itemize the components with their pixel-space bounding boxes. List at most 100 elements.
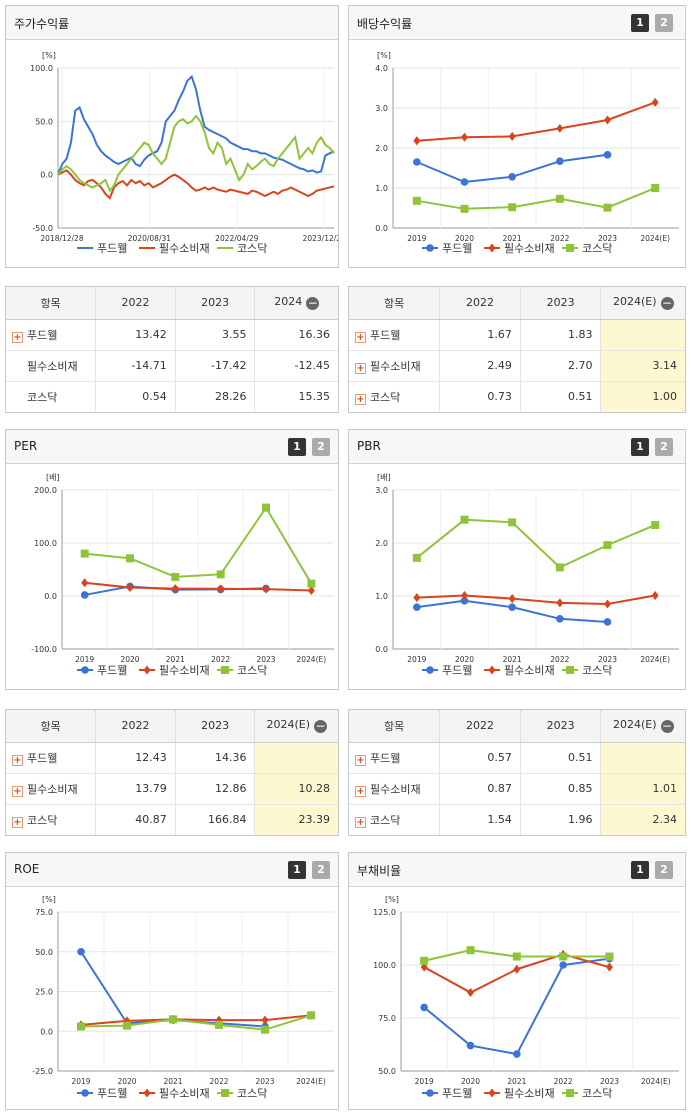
data-point — [426, 244, 434, 252]
data-point — [512, 952, 521, 961]
y-tick-label: -100.0 — [31, 645, 57, 654]
column-header-label: 2024 — [274, 295, 303, 309]
table-cell: 16.36 — [254, 319, 338, 351]
debt-ratio-panel: 부채비율 1 2 [%] 125.0 100.0 75.0 50.0 2019 2020 20… — [348, 852, 686, 1110]
column-header-label: 항목 — [383, 296, 405, 310]
page-2-button[interactable]: 2 — [312, 861, 330, 879]
data-point — [603, 203, 612, 212]
legend: 푸드웰 필수소비재 코스닥 — [77, 242, 267, 255]
page-2-button[interactable]: 2 — [655, 438, 673, 456]
page-1-button[interactable]: 1 — [631, 438, 649, 456]
data-point — [426, 666, 434, 674]
expand-plus-icon[interactable]: + — [12, 754, 23, 766]
data-point — [80, 591, 89, 599]
expand-plus-icon[interactable]: + — [12, 331, 23, 343]
expand-plus-icon[interactable]: + — [355, 785, 366, 797]
legend: 푸드웰 필수소비재 코스닥 — [422, 1087, 612, 1100]
column-header: 2023 — [174, 287, 255, 320]
page-1-button[interactable]: 1 — [288, 438, 306, 456]
row-label-text: 푸드웰 — [27, 328, 58, 342]
column-header-label: 2022 — [121, 296, 150, 310]
table-cell: -12.45 — [254, 350, 338, 382]
legend: 푸드웰 필수소비재 코스닥 — [422, 664, 612, 677]
page-2-button[interactable]: 2 — [655, 861, 673, 879]
y-tick-label: 4.0 — [375, 64, 388, 73]
x-tick-label: 2020 — [461, 1077, 480, 1086]
series-2 — [412, 184, 660, 213]
data-point — [126, 583, 134, 593]
data-point — [460, 204, 469, 213]
debt-ratio-chart: [%] 125.0 100.0 75.0 50.0 2019 2020 2021 2022 202… — [373, 895, 679, 1100]
page-1-button[interactable]: 1 — [631, 14, 649, 32]
data-point — [651, 184, 660, 192]
y-tick-label: 1.0 — [375, 592, 388, 601]
data-point — [412, 553, 421, 562]
collapse-icon[interactable]: − — [660, 296, 674, 311]
panel-header: 배당수익률 1 2 — [349, 6, 685, 40]
legend-label: 필수소비재 — [504, 664, 555, 677]
row-label-text: 필수소비재 — [27, 359, 78, 373]
expand-plus-icon[interactable]: + — [355, 816, 366, 828]
legend-label: 코스닥 — [582, 242, 612, 255]
series-line — [416, 101, 656, 142]
data-point — [81, 578, 89, 588]
collapse-icon[interactable]: − — [660, 719, 674, 734]
table-cell: -17.42 — [174, 350, 255, 382]
x-tick-label: 2023 — [598, 234, 617, 243]
data-point — [126, 554, 134, 563]
row-label: + 푸드웰 — [349, 742, 440, 774]
y-tick-label: 2.0 — [375, 539, 388, 548]
y-tick-label: 100.0 — [373, 961, 396, 970]
x-tick-label: 2019 — [71, 1077, 90, 1086]
column-header-label: 2022 — [466, 296, 495, 310]
legend-label: 코스닥 — [237, 1087, 267, 1100]
expand-plus-icon[interactable]: + — [355, 393, 366, 405]
collapse-icon[interactable]: − — [306, 296, 320, 311]
expand-plus-icon[interactable]: + — [12, 816, 23, 828]
column-header: 2023 — [519, 287, 601, 320]
data-point — [488, 243, 496, 253]
table-row: + 코스닥 40.87 166.84 23.39 — [6, 804, 338, 835]
unit-label: [%] — [385, 895, 399, 904]
column-header-label: 2023 — [546, 296, 575, 310]
expand-plus-icon[interactable]: + — [355, 362, 366, 374]
legend-label: 필수소비재 — [159, 664, 210, 677]
legend-label: 필수소비재 — [504, 242, 555, 255]
data-point — [604, 115, 611, 125]
expand-plus-icon[interactable]: + — [355, 754, 366, 766]
series-line — [80, 1014, 312, 1031]
legend: 푸드웰 필수소비재 코스닥 — [422, 242, 612, 255]
table-cell: 2.49 — [439, 350, 521, 382]
data-point — [261, 1025, 269, 1034]
data-point — [651, 590, 659, 600]
page-1-button[interactable]: 1 — [631, 861, 649, 879]
x-tick-label: 2024(E) — [641, 1077, 671, 1086]
series-1 — [413, 97, 659, 146]
x-tick-label: 2022 — [554, 1077, 573, 1086]
expand-plus-icon[interactable]: + — [355, 331, 366, 343]
series-line-2 — [57, 114, 335, 193]
per-panel: PER 1 2 [배] 200.0 100.0 0.0 -100.0 2019 2020 20… — [5, 429, 339, 690]
panel-header: 주가수익률 — [6, 6, 338, 40]
pbr-chart: [배] 3.0 2.0 1.0 0.0 2019 2020 2021 2022 2023 2024(… — [375, 473, 679, 677]
collapse-icon[interactable]: − — [314, 719, 327, 734]
x-tick-label: 2021 — [507, 1077, 526, 1086]
page-1-button[interactable]: 1 — [288, 861, 306, 879]
row-label: + 코스닥 — [349, 804, 440, 835]
data-point — [413, 593, 421, 603]
table-cell: 166.84 — [174, 804, 255, 835]
page-2-button[interactable]: 2 — [655, 14, 673, 32]
data-point — [513, 964, 521, 974]
row-label: 필수소비재 — [6, 350, 96, 382]
data-point — [555, 563, 564, 572]
data-point — [466, 946, 475, 955]
y-tick-label: 100.0 — [34, 539, 57, 548]
pbr-table: 항목 2022 2023 2024(E) − + 푸드웰 0.57 0.51 + 필수소비재 0.87… — [348, 709, 686, 836]
panel-header: 부채비율 1 2 — [349, 853, 685, 887]
legend-label: 푸드웰 — [97, 664, 127, 677]
table-row: 필수소비재 -14.71 -17.42 -12.45 — [6, 350, 338, 382]
page-2-button[interactable]: 2 — [312, 438, 330, 456]
legend: 푸드웰 필수소비재 코스닥 — [77, 664, 267, 677]
expand-plus-icon[interactable]: + — [12, 785, 23, 797]
data-point — [169, 1015, 177, 1024]
